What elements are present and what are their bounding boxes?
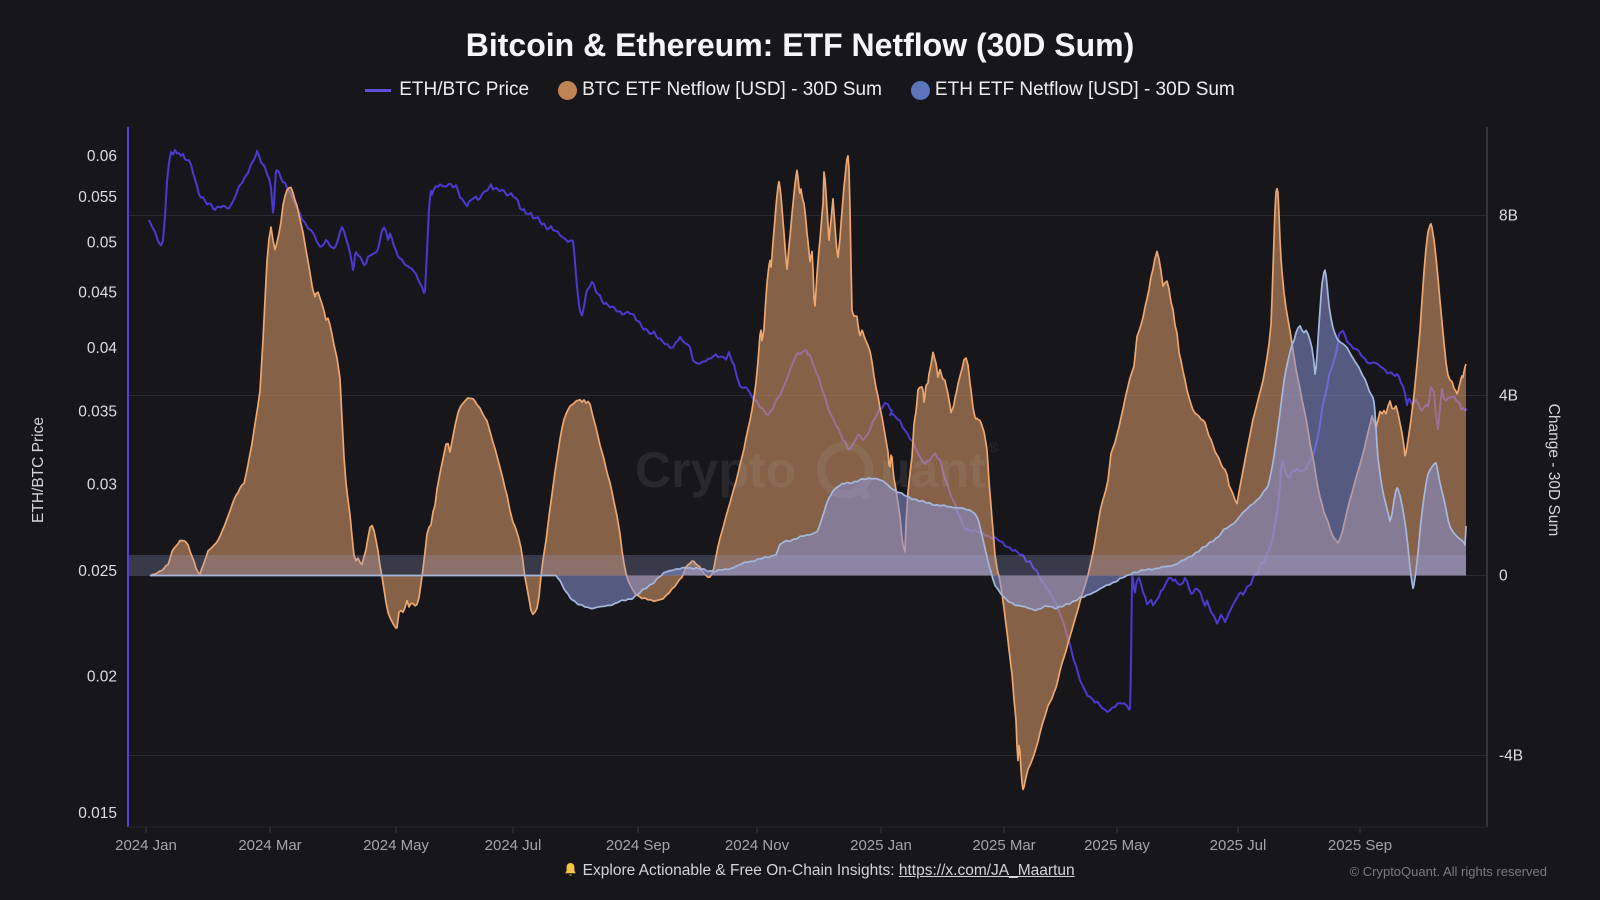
svg-text:2025 May: 2025 May <box>1084 837 1150 854</box>
svg-text:0.02: 0.02 <box>87 669 117 686</box>
svg-text:2024 Jul: 2024 Jul <box>485 837 542 854</box>
svg-text:2024 Nov: 2024 Nov <box>725 837 790 854</box>
svg-text:0.025: 0.025 <box>78 563 117 580</box>
svg-text:Change - 30D Sum: Change - 30D Sum <box>1545 404 1562 537</box>
svg-text:0.03: 0.03 <box>87 477 117 494</box>
svg-text:0.055: 0.055 <box>78 189 117 206</box>
svg-text:ETH/BTC Price: ETH/BTC Price <box>30 417 47 523</box>
svg-text:0.05: 0.05 <box>87 234 117 251</box>
svg-text:2024 Mar: 2024 Mar <box>238 837 301 854</box>
svg-text:2025 Mar: 2025 Mar <box>972 837 1035 854</box>
svg-text:0.015: 0.015 <box>78 805 117 822</box>
svg-text:Crypto: Crypto <box>635 442 796 498</box>
svg-text:2025 Jul: 2025 Jul <box>1210 837 1267 854</box>
svg-text:2025 Jan: 2025 Jan <box>850 837 912 854</box>
svg-text:uant: uant <box>880 442 986 498</box>
svg-text:0.035: 0.035 <box>78 404 117 421</box>
svg-text:-4B: -4B <box>1499 748 1523 765</box>
svg-text:0.045: 0.045 <box>78 284 117 301</box>
svg-text:2024 May: 2024 May <box>363 837 429 854</box>
svg-text:2025 Sep: 2025 Sep <box>1328 837 1392 854</box>
svg-text:2024 Sep: 2024 Sep <box>606 837 670 854</box>
svg-text:8B: 8B <box>1499 208 1518 225</box>
svg-text:0.04: 0.04 <box>87 340 118 357</box>
svg-text:2024 Jan: 2024 Jan <box>115 837 177 854</box>
svg-text:4B: 4B <box>1499 388 1518 405</box>
svg-text:0.06: 0.06 <box>87 148 117 165</box>
svg-text:0: 0 <box>1499 568 1508 585</box>
svg-text:®: ® <box>988 439 999 455</box>
